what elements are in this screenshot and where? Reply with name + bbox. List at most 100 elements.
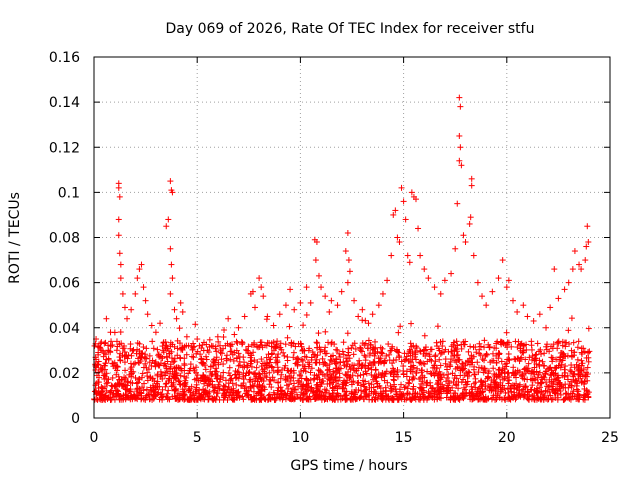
data-point: [414, 365, 421, 372]
data-point: [213, 348, 220, 355]
data-point: [334, 302, 341, 309]
data-point: [343, 372, 350, 379]
data-point: [167, 339, 174, 346]
data-point: [263, 316, 270, 323]
data-point: [149, 338, 156, 345]
data-point: [459, 361, 466, 368]
data-point: [157, 368, 164, 375]
data-point: [256, 275, 263, 282]
data-point: [98, 339, 105, 346]
data-point: [116, 354, 123, 361]
data-point: [149, 357, 156, 364]
data-point: [272, 359, 279, 366]
data-point: [509, 382, 516, 389]
data-point: [489, 288, 496, 295]
data-point: [575, 338, 582, 345]
data-point: [275, 351, 282, 358]
data-point: [167, 178, 174, 185]
data-point: [245, 350, 252, 357]
data-point: [235, 324, 242, 331]
data-point: [154, 371, 161, 378]
data-point: [189, 346, 196, 353]
data-point: [524, 388, 531, 395]
data-point: [156, 383, 163, 390]
data-point: [171, 343, 178, 350]
data-point: [427, 346, 434, 353]
data-point: [417, 252, 424, 259]
data-point: [470, 366, 477, 373]
data-point: [406, 259, 413, 266]
data-point: [438, 390, 445, 397]
data-point: [421, 266, 428, 273]
data-point: [181, 373, 188, 380]
data-point: [157, 320, 164, 327]
data-point: [267, 377, 274, 384]
data-point: [232, 367, 239, 374]
data-point: [144, 377, 151, 384]
data-point: [290, 349, 297, 356]
data-point: [297, 299, 304, 306]
data-point: [405, 379, 412, 386]
data-point: [301, 353, 308, 360]
data-point: [174, 345, 181, 352]
data-point: [537, 346, 544, 353]
data-point: [548, 354, 555, 361]
data-point: [225, 370, 232, 377]
data-point: [520, 302, 527, 309]
data-point: [287, 286, 294, 293]
data-point: [214, 383, 221, 390]
data-point: [284, 354, 291, 361]
x-axis-title: GPS time / hours: [290, 458, 407, 474]
data-point: [195, 377, 202, 384]
data-point: [286, 395, 293, 402]
data-point: [584, 223, 591, 230]
data-point: [231, 349, 238, 356]
data-point: [152, 329, 159, 336]
data-point: [258, 363, 265, 370]
data-point: [171, 306, 178, 313]
data-point: [117, 261, 124, 268]
data-point: [194, 372, 201, 379]
data-point: [115, 184, 122, 191]
data-point: [327, 393, 334, 400]
data-point: [568, 315, 575, 322]
data-point: [243, 390, 250, 397]
data-point: [525, 360, 532, 367]
data-point: [247, 376, 254, 383]
data-point: [128, 306, 135, 313]
y-tick-label: 0.1: [58, 185, 80, 201]
data-point: [183, 333, 190, 340]
data-point: [417, 359, 424, 366]
data-point: [563, 390, 570, 397]
data-point: [466, 220, 473, 227]
data-point: [338, 288, 345, 295]
data-point: [462, 386, 469, 393]
data-point: [416, 359, 423, 366]
data-point: [141, 380, 148, 387]
data-point: [461, 372, 468, 379]
data-point: [328, 339, 335, 346]
data-point: [428, 357, 435, 364]
data-point: [445, 371, 452, 378]
data-point: [138, 353, 145, 360]
data-point: [220, 334, 227, 341]
data-point: [190, 354, 197, 361]
data-point: [340, 339, 347, 346]
data-point: [260, 293, 267, 300]
data-point: [442, 360, 449, 367]
data-point: [518, 372, 525, 379]
data-point: [546, 382, 553, 389]
data-point: [95, 369, 102, 376]
data-point: [456, 132, 463, 139]
data-point: [307, 377, 314, 384]
data-point: [181, 367, 188, 374]
data-point: [403, 373, 410, 380]
data-point: [390, 376, 397, 383]
data-point: [471, 380, 478, 387]
data-point: [181, 380, 188, 387]
data-point: [326, 308, 333, 315]
data-point: [134, 339, 141, 346]
data-point: [467, 343, 474, 350]
y-tick-label: 0.02: [49, 366, 80, 382]
data-point: [358, 387, 365, 394]
